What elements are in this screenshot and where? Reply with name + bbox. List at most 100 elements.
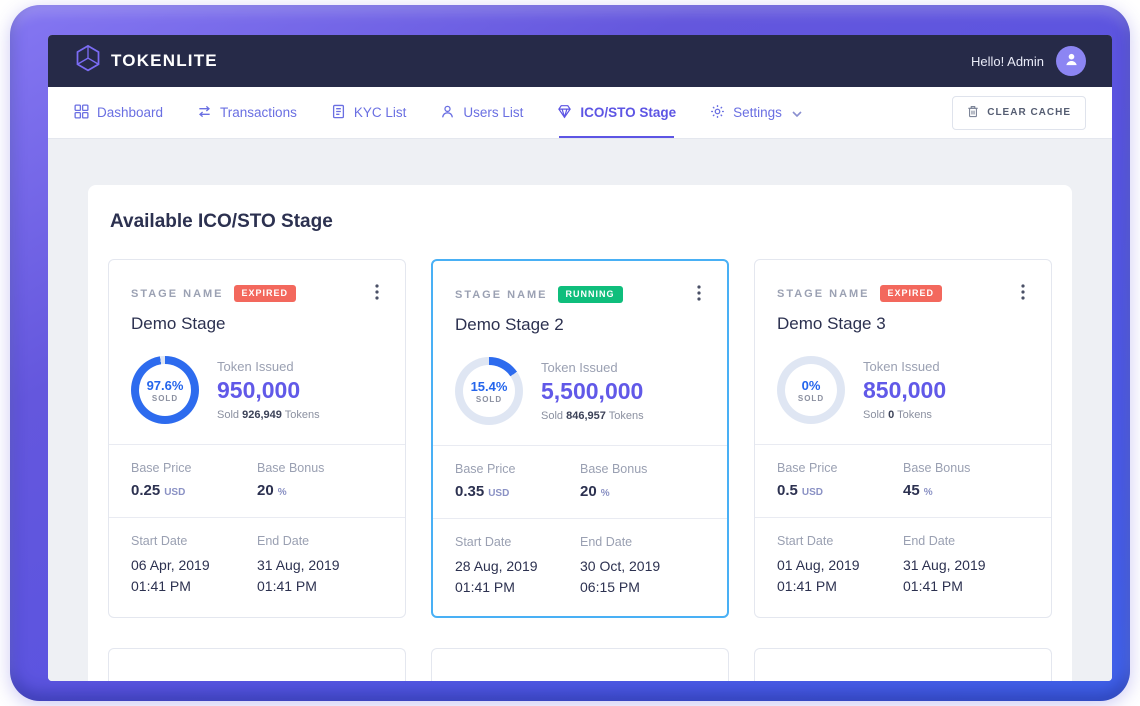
base-price-unit: USD: [164, 487, 186, 498]
sold-prefix: Sold: [217, 409, 240, 421]
sold-suffix: Tokens: [897, 409, 932, 421]
nav-label: KYC List: [353, 105, 407, 120]
sold-prefix: Sold: [863, 409, 886, 421]
base-price-value: 0.35 USD: [455, 483, 510, 500]
sold-tokens-count: 926,949: [242, 409, 282, 421]
sold-percent: 0%: [801, 377, 821, 393]
token-issued-label: Token Issued: [217, 359, 294, 374]
app-window: TOKENLITE Hello! Admin: [48, 35, 1112, 681]
end-date-value: 31 Aug, 2019 01:41 PM: [903, 557, 986, 594]
token-issued-label: Token Issued: [541, 360, 618, 375]
clear-cache-label: CLEAR CACHE: [987, 107, 1071, 118]
gear-icon: [710, 104, 725, 122]
stage-name: Demo Stage 2: [455, 315, 564, 334]
sold-percent: 15.4%: [470, 378, 508, 394]
stage-card-partial: [754, 648, 1052, 681]
base-bonus-label: Base Bonus: [580, 462, 648, 476]
stage-name-label: STAGE NAME: [131, 287, 224, 300]
end-date-label: End Date: [580, 535, 633, 549]
sold-donut-chart: 0% SOLD: [777, 356, 845, 424]
stages-panel: Available ICO/STO Stage STAGE NAME EXPIR…: [88, 185, 1072, 681]
sold-prefix: Sold: [541, 410, 564, 422]
nav-label: Transactions: [220, 105, 297, 120]
base-price-value: 0.5 USD: [777, 482, 823, 499]
base-bonus-unit: %: [600, 488, 610, 499]
sold-tokens-count: 846,957: [566, 410, 606, 422]
brand-name: TOKENLITE: [111, 51, 218, 70]
kebab-menu-button[interactable]: [371, 282, 383, 305]
sold-word: SOLD: [475, 394, 503, 404]
nav-item-dashboard[interactable]: Dashboard: [74, 87, 163, 138]
stage-name-label: STAGE NAME: [455, 288, 548, 301]
content-area: Available ICO/STO Stage STAGE NAME EXPIR…: [48, 139, 1112, 681]
stage-cards-grid: STAGE NAME EXPIRED Demo Stage: [108, 259, 1052, 618]
start-date-value: 06 Apr, 2019 01:41 PM: [131, 557, 210, 594]
sold-word: SOLD: [797, 393, 825, 403]
sold-donut-chart: 97.6% SOLD: [131, 356, 199, 424]
greeting-text: Hello! Admin: [971, 53, 1044, 69]
token-issued-value: 850,000: [863, 377, 947, 403]
base-price-unit: USD: [488, 488, 510, 499]
trash-icon: [967, 105, 979, 121]
clear-cache-button[interactable]: CLEAR CACHE: [952, 95, 1086, 130]
base-bonus-unit: %: [923, 487, 933, 498]
nav-item-transactions[interactable]: Transactions: [197, 87, 297, 138]
start-date-value: 01 Aug, 2019 01:41 PM: [777, 557, 860, 594]
nav-label: ICO/STO Stage: [580, 105, 677, 120]
kebab-menu-icon: [375, 284, 379, 303]
start-date-label: Start Date: [777, 534, 834, 548]
kebab-menu-button[interactable]: [1017, 282, 1029, 305]
stage-name: Demo Stage 3: [777, 314, 886, 333]
status-badge: EXPIRED: [233, 285, 297, 302]
sold-percent: 97.6%: [146, 377, 184, 393]
kebab-menu-button[interactable]: [693, 283, 705, 306]
sold-word: SOLD: [151, 393, 179, 403]
sold-tokens-line: Sold 0 Tokens: [863, 409, 946, 421]
end-date-value: 30 Oct, 2019 06:15 PM: [580, 558, 661, 595]
status-badge: RUNNING: [557, 286, 623, 303]
start-date-value: 28 Aug, 2019 01:41 PM: [455, 558, 538, 595]
kebab-menu-icon: [697, 285, 701, 304]
start-date-label: Start Date: [455, 535, 512, 549]
stage-card-demo-stage-3: STAGE NAME EXPIRED Demo Stage 3: [754, 259, 1052, 618]
base-bonus-value: 20%: [580, 483, 610, 500]
sold-suffix: Tokens: [284, 409, 320, 421]
user-avatar[interactable]: [1056, 46, 1086, 76]
nav-item-users-list[interactable]: Users List: [440, 87, 523, 138]
stage-card-partial: [431, 648, 729, 681]
stage-card-demo-stage: STAGE NAME EXPIRED Demo Stage: [108, 259, 406, 618]
start-date-label: Start Date: [131, 534, 188, 548]
brand-logo-icon: [74, 44, 102, 79]
base-bonus-value: 20%: [257, 482, 287, 499]
chevron-down-icon: [792, 105, 802, 120]
base-price-label: Base Price: [455, 462, 516, 476]
users-list-icon: [440, 104, 455, 122]
nav-item-kyc-list[interactable]: KYC List: [331, 87, 407, 138]
sold-tokens-line: Sold 846,957 Tokens: [541, 410, 644, 422]
sold-suffix: Tokens: [608, 410, 644, 422]
nav-label: Settings: [733, 105, 782, 120]
end-date-label: End Date: [903, 534, 956, 548]
dashboard-icon: [74, 103, 89, 122]
window-glow-frame: TOKENLITE Hello! Admin: [10, 5, 1130, 701]
sold-donut-chart: 15.4% SOLD: [455, 357, 523, 425]
nav-item-ico-sto-stage[interactable]: ICO/STO Stage: [557, 87, 676, 138]
page-title: Available ICO/STO Stage: [110, 211, 333, 232]
token-issued-value: 950,000: [217, 377, 301, 403]
stage-card-demo-stage-2: STAGE NAME RUNNING Demo Stage 2: [431, 259, 729, 618]
transactions-icon: [197, 104, 212, 122]
status-badge: EXPIRED: [879, 285, 943, 302]
base-bonus-value: 45%: [903, 482, 933, 499]
end-date-value: 31 Aug, 2019 01:41 PM: [257, 557, 340, 594]
token-issued-label: Token Issued: [863, 359, 940, 374]
nav-item-settings[interactable]: Settings: [710, 87, 802, 138]
ico-stage-icon: [557, 104, 572, 122]
brand[interactable]: TOKENLITE: [74, 44, 218, 79]
sold-tokens-line: Sold 926,949 Tokens: [217, 409, 320, 421]
base-price-label: Base Price: [131, 461, 192, 475]
main-nav: Dashboard Transactions KYC List: [48, 87, 1112, 139]
token-issued-value: 5,500,000: [541, 378, 644, 404]
stage-name: Demo Stage: [131, 314, 226, 333]
base-price-unit: USD: [801, 487, 823, 498]
nav-label: Users List: [463, 105, 524, 120]
